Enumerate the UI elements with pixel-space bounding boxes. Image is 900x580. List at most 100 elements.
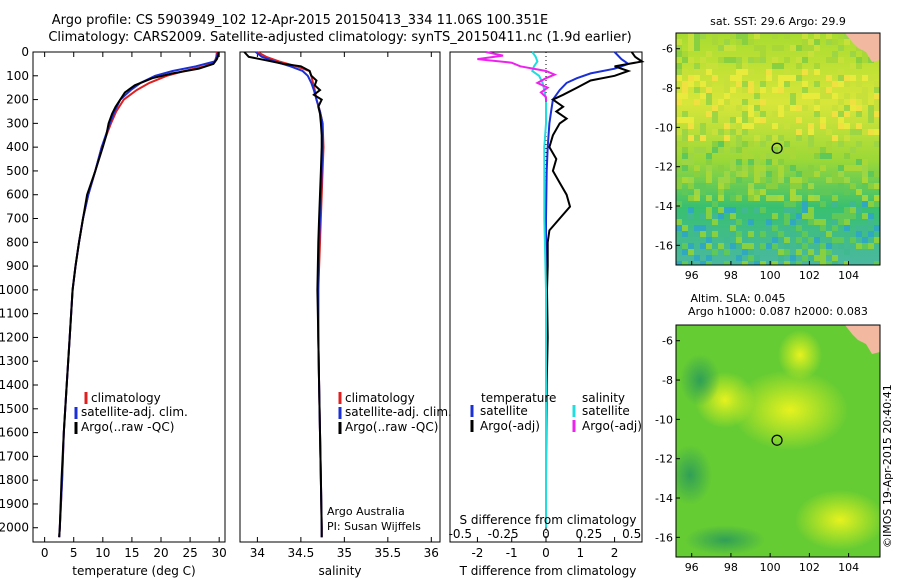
map-x-tick-label: 102 — [799, 561, 820, 574]
sal-legend-argo: Argo(..raw -QC) — [345, 420, 438, 434]
series-line-climatology — [58, 51, 218, 538]
map-x-tick-label: 102 — [799, 269, 820, 282]
salinity-legend: climatology satellite-adj. clim. Argo(..… — [338, 391, 452, 434]
series-line-climatology — [256, 51, 325, 538]
sst-map: sat. SST: 29.6 Argo: 29.9 96 98 100 102 104 -… — [655, 15, 881, 282]
title-line-2: Climatology: CARS2009. Satellite-adjuste… — [48, 30, 631, 45]
series-line-t-satellite — [545, 51, 631, 528]
salinity-panel: 34 34.5 35 35.5 36 salinity climatology sate… — [239, 51, 452, 578]
x-tick-label: 15 — [124, 546, 139, 560]
map-y-tick-label: -10 — [655, 413, 673, 426]
sal-legend-satellite: satellite-adj. clim. — [345, 405, 452, 419]
x-tick-label-top: 0.25 — [575, 527, 602, 541]
map-y-tick-label: -12 — [655, 453, 673, 466]
map-y-tick-label: -14 — [655, 492, 673, 505]
difference-panel: -2 -1 0 1 2 -0.5 -0.25 0 0.25 0.5 T difference f… — [449, 51, 645, 578]
y-tick-label: 0 — [21, 45, 29, 59]
sal-legend-climatology: climatology — [345, 391, 415, 405]
y-tick-label: 300 — [6, 116, 29, 130]
temperature-panel: 0100200300400500600700800900100011001200… — [0, 45, 227, 578]
y-tick-label: 400 — [6, 140, 29, 154]
y-tick-label: 700 — [6, 212, 29, 226]
y-tick-label: 1400 — [0, 378, 29, 392]
argo-position-marker-sst — [771, 142, 783, 154]
sst-map-frame — [675, 32, 881, 266]
y-tick-label: 2000 — [0, 521, 29, 535]
series-line-satellite — [255, 51, 324, 538]
map-x-tick-label: 100 — [760, 269, 781, 282]
map-x-tick-label: 98 — [724, 561, 738, 574]
sla-map-title-1: Altim. SLA: 0.045 — [690, 292, 785, 305]
series-line-satellite — [58, 51, 219, 538]
temp-legend-climatology: climatology — [91, 391, 161, 405]
series-line-s-argo — [477, 51, 558, 102]
diff-legend-t-argo: Argo(-adj) — [480, 419, 540, 433]
map-x-tick-label: 96 — [685, 269, 699, 282]
x-tick-label: 30 — [212, 546, 227, 560]
y-tick-label: 1800 — [0, 473, 29, 487]
x-tick-label: 36 — [424, 546, 439, 560]
x-tick-label-top: -0.5 — [449, 527, 472, 541]
annotation-argo-australia: Argo Australia — [327, 505, 405, 518]
map-y-tick-label: -6 — [662, 43, 673, 56]
sla-map: Altim. SLA: 0.045 Argo h1000: 0.087 h200… — [655, 292, 881, 574]
map-x-tick-label: 100 — [760, 561, 781, 574]
y-tick-label: 600 — [6, 188, 29, 202]
map-y-tick-label: -16 — [655, 531, 673, 544]
temperature-xlabel: temperature (deg C) — [72, 564, 195, 578]
diff-legend-t-satellite: satellite — [480, 404, 528, 418]
y-tick-label: 1100 — [0, 307, 29, 321]
series-line-s-satellite — [531, 51, 547, 528]
series-line-argo — [58, 52, 220, 538]
diff-legend-s-satellite: satellite — [582, 404, 630, 418]
land-sla — [845, 325, 880, 354]
x-tick-label: 20 — [153, 546, 168, 560]
x-tick-label: 25 — [182, 546, 197, 560]
y-tick-label: 100 — [6, 69, 29, 83]
land-sst — [845, 33, 880, 62]
y-tick-label: 1000 — [0, 283, 29, 297]
x-tick-label-top: -0.25 — [488, 527, 519, 541]
temperature-axes-frame — [32, 51, 226, 543]
x-tick-label: 0 — [41, 546, 49, 560]
y-tick-label: 500 — [6, 164, 29, 178]
y-tick-label: 800 — [6, 235, 29, 249]
map-y-tick-label: -6 — [662, 335, 673, 348]
sla-map-frame — [675, 324, 881, 558]
x-tick-label: -2 — [471, 546, 483, 560]
y-tick-label: 1700 — [0, 449, 29, 463]
x-tick-label: 34 — [250, 546, 265, 560]
map-y-tick-label: -10 — [655, 121, 673, 134]
y-tick-label: 1900 — [0, 497, 29, 511]
diff-legend-salinity-title: salinity — [582, 391, 625, 405]
series-line-t-argo — [545, 51, 645, 528]
map-x-tick-label: 104 — [838, 561, 859, 574]
difference-xlabel: T difference from climatology — [459, 564, 637, 578]
x-tick-label-top: 0 — [542, 527, 550, 541]
map-y-tick-label: -8 — [662, 82, 673, 95]
x-tick-label: 35.5 — [374, 546, 401, 560]
x-tick-label: 35 — [337, 546, 352, 560]
temperature-legend: climatology satellite-adj. clim. Argo(..… — [74, 391, 188, 434]
y-tick-label: 1600 — [0, 426, 29, 440]
y-tick-label: 1500 — [0, 402, 29, 416]
temp-legend-argo: Argo(..raw -QC) — [81, 420, 174, 434]
x-tick-label: -1 — [506, 546, 518, 560]
salinity-xlabel: salinity — [318, 564, 361, 578]
sla-map-title-2: Argo h1000: 0.087 h2000: 0.083 — [688, 305, 868, 318]
map-y-tick-label: -12 — [655, 161, 673, 174]
y-tick-label: 1200 — [0, 330, 29, 344]
sst-map-title: sat. SST: 29.6 Argo: 29.9 — [710, 15, 846, 28]
annotation-pi: PI: Susan Wijffels — [327, 520, 421, 533]
imos-timestamp: ©IMOS 19-Apr-2015 20:40:41 — [881, 384, 894, 548]
x-tick-label: 1 — [576, 546, 584, 560]
x-tick-label: 2 — [611, 546, 619, 560]
argo-position-marker-sla — [771, 434, 783, 446]
x-tick-label-top: 0.5 — [622, 527, 641, 541]
diff-legend-temperature-title: temperature — [481, 391, 556, 405]
diff-legend-s-argo: Argo(-adj) — [582, 419, 642, 433]
x-tick-label: 10 — [95, 546, 110, 560]
difference-xlabel-top: S difference from climatology — [460, 513, 637, 527]
map-x-tick-label: 98 — [724, 269, 738, 282]
